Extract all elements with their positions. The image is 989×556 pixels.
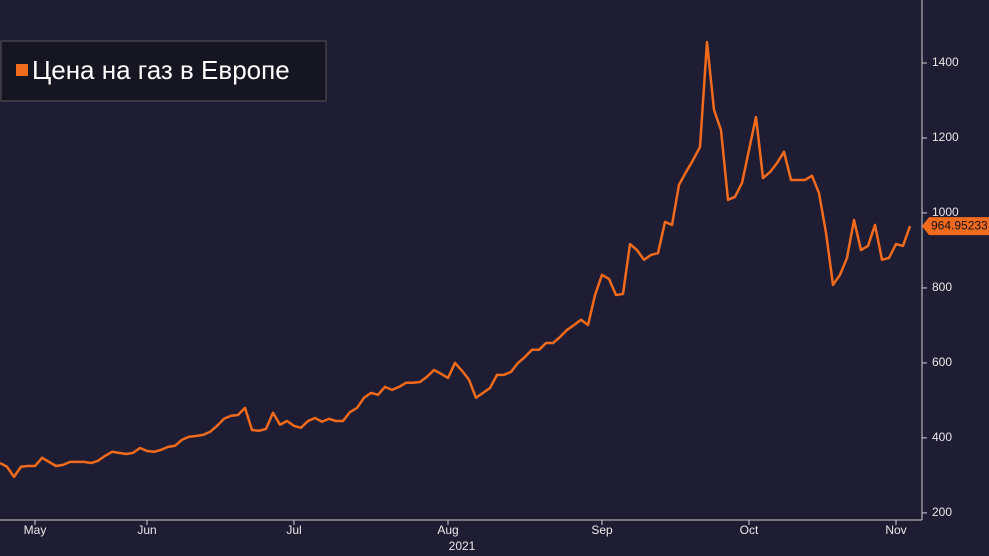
y-tick-label: 400 <box>932 430 952 444</box>
x-tick-label: Aug <box>437 523 458 537</box>
last-value-tag <box>922 217 989 236</box>
x-tick-label: Jun <box>137 523 156 537</box>
y-tick-label: 1000 <box>932 205 959 219</box>
legend-label: Цена на газ в Европе <box>32 55 290 85</box>
x-tick-label: Jul <box>286 523 301 537</box>
x-tick-label: Sep <box>591 523 613 537</box>
y-tick-label: 1400 <box>932 55 959 69</box>
y-tick-label: 1200 <box>932 130 959 144</box>
y-tick-label: 200 <box>932 505 952 519</box>
last-value-label: 964.95233 <box>931 218 988 232</box>
x-tick-label: Nov <box>885 523 906 537</box>
x-tick-label: Oct <box>740 523 759 537</box>
legend-swatch <box>16 64 28 76</box>
x-tick-label: May <box>24 523 47 537</box>
legend: Цена на газ в Европе <box>0 40 327 102</box>
y-tick-label: 600 <box>932 355 952 369</box>
x-axis-label: 2021 <box>449 539 476 553</box>
line <box>0 40 912 479</box>
y-tick-label: 800 <box>932 280 952 294</box>
legend-box <box>0 40 327 102</box>
